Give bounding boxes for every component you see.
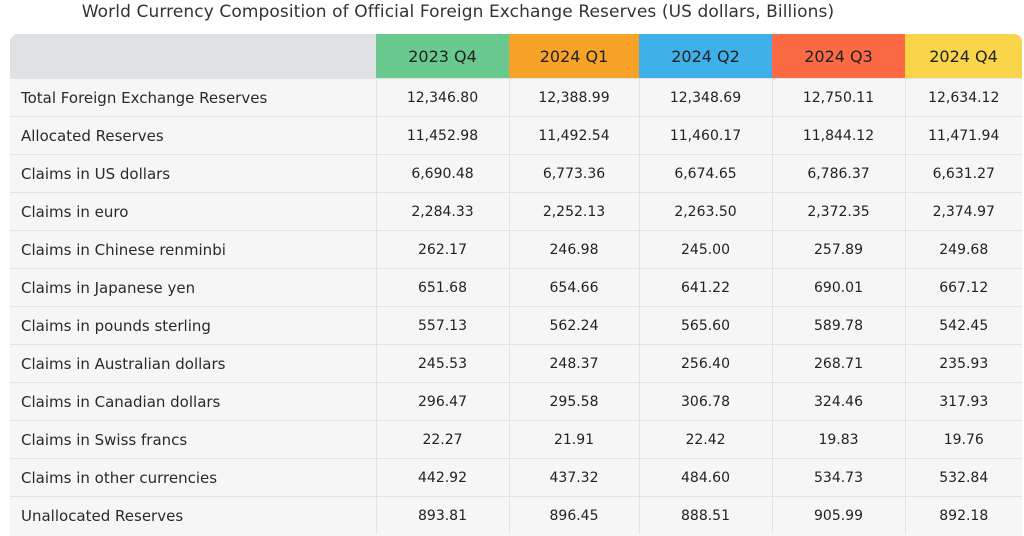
row-label: Claims in Japanese yen <box>10 268 376 307</box>
value-cell: 2,372.35 <box>771 192 905 231</box>
reserves-table-container: 2023 Q4 2024 Q1 2024 Q2 2024 Q3 2024 Q4 Tota… <box>10 34 1022 536</box>
value-cell: 565.60 <box>638 306 772 345</box>
value-cell: 257.89 <box>771 230 905 269</box>
value-cell: 2,374.97 <box>904 192 1022 231</box>
table-row: Claims in pounds sterling 557.13 562.24 565… <box>10 306 1022 345</box>
value-cell: 690.01 <box>771 268 905 307</box>
value-cell: 268.71 <box>771 344 905 383</box>
table-row: Claims in other currencies 442.92 437.32 48… <box>10 458 1022 497</box>
value-cell: 2,252.13 <box>508 192 639 231</box>
table-row: Unallocated Reserves 893.81 896.45 888.51 90… <box>10 496 1022 534</box>
value-cell: 22.27 <box>375 420 509 459</box>
value-cell: 6,631.27 <box>904 154 1022 193</box>
value-cell: 589.78 <box>771 306 905 345</box>
value-cell: 249.68 <box>904 230 1022 269</box>
value-cell: 235.93 <box>904 344 1022 383</box>
value-cell: 245.53 <box>375 344 509 383</box>
value-cell: 12,348.69 <box>638 78 772 117</box>
row-label: Claims in US dollars <box>10 154 376 193</box>
column-header-2023-q4: 2023 Q4 <box>376 34 509 79</box>
value-cell: 2,263.50 <box>638 192 772 231</box>
table-row: Claims in euro 2,284.33 2,252.13 2,263.50 2,… <box>10 192 1022 231</box>
value-cell: 892.18 <box>904 496 1022 534</box>
table-body: Total Foreign Exchange Reserves 12,346.80… <box>10 78 1022 534</box>
value-cell: 256.40 <box>638 344 772 383</box>
row-label: Claims in Chinese renminbi <box>10 230 376 269</box>
value-cell: 651.68 <box>375 268 509 307</box>
value-cell: 532.84 <box>904 458 1022 497</box>
value-cell: 557.13 <box>375 306 509 345</box>
value-cell: 667.12 <box>904 268 1022 307</box>
value-cell: 19.83 <box>771 420 905 459</box>
column-header-2024-q2: 2024 Q2 <box>639 34 772 79</box>
value-cell: 246.98 <box>508 230 639 269</box>
value-cell: 442.92 <box>375 458 509 497</box>
table-row: Total Foreign Exchange Reserves 12,346.80… <box>10 78 1022 117</box>
value-cell: 896.45 <box>508 496 639 534</box>
row-label: Unallocated Reserves <box>10 496 376 534</box>
value-cell: 2,284.33 <box>375 192 509 231</box>
row-label: Total Foreign Exchange Reserves <box>10 78 376 117</box>
value-cell: 6,786.37 <box>771 154 905 193</box>
column-header-2024-q3: 2024 Q3 <box>772 34 905 79</box>
value-cell: 22.42 <box>638 420 772 459</box>
row-label: Allocated Reserves <box>10 116 376 155</box>
row-label: Claims in Australian dollars <box>10 344 376 383</box>
value-cell: 888.51 <box>638 496 772 534</box>
value-cell: 12,750.11 <box>771 78 905 117</box>
value-cell: 11,844.12 <box>771 116 905 155</box>
value-cell: 11,460.17 <box>638 116 772 155</box>
value-cell: 12,634.12 <box>904 78 1022 117</box>
value-cell: 893.81 <box>375 496 509 534</box>
row-label: Claims in Canadian dollars <box>10 382 376 421</box>
value-cell: 295.58 <box>508 382 639 421</box>
value-cell: 905.99 <box>771 496 905 534</box>
table-row: Claims in Swiss francs 22.27 21.91 22.42 19.… <box>10 420 1022 459</box>
value-cell: 11,492.54 <box>508 116 639 155</box>
value-cell: 19.76 <box>904 420 1022 459</box>
value-cell: 542.45 <box>904 306 1022 345</box>
table-row: Claims in Australian dollars 245.53 248.37… <box>10 344 1022 383</box>
value-cell: 484.60 <box>638 458 772 497</box>
table-row: Allocated Reserves 11,452.98 11,492.54 11,4… <box>10 116 1022 155</box>
row-label: Claims in other currencies <box>10 458 376 497</box>
value-cell: 306.78 <box>638 382 772 421</box>
row-label: Claims in Swiss francs <box>10 420 376 459</box>
value-cell: 245.00 <box>638 230 772 269</box>
value-cell: 562.24 <box>508 306 639 345</box>
column-header-2024-q4: 2024 Q4 <box>905 34 1022 79</box>
value-cell: 6,690.48 <box>375 154 509 193</box>
value-cell: 437.32 <box>508 458 639 497</box>
column-header-2024-q1: 2024 Q1 <box>509 34 639 79</box>
header-blank-cell <box>10 34 376 79</box>
value-cell: 21.91 <box>508 420 639 459</box>
value-cell: 11,471.94 <box>904 116 1022 155</box>
table-row: Claims in Canadian dollars 296.47 295.58 30… <box>10 382 1022 421</box>
value-cell: 12,346.80 <box>375 78 509 117</box>
header-row: 2023 Q4 2024 Q1 2024 Q2 2024 Q3 2024 Q4 <box>10 34 1022 79</box>
value-cell: 324.46 <box>771 382 905 421</box>
row-label: Claims in euro <box>10 192 376 231</box>
value-cell: 12,388.99 <box>508 78 639 117</box>
table-row: Claims in US dollars 6,690.48 6,773.36 6,67… <box>10 154 1022 193</box>
value-cell: 654.66 <box>508 268 639 307</box>
table-row: Claims in Japanese yen 651.68 654.66 641.22… <box>10 268 1022 307</box>
row-label: Claims in pounds sterling <box>10 306 376 345</box>
chart-title: World Currency Composition of Official F… <box>81 2 835 22</box>
value-cell: 534.73 <box>771 458 905 497</box>
value-cell: 317.93 <box>904 382 1022 421</box>
value-cell: 248.37 <box>508 344 639 383</box>
reserves-table: 2023 Q4 2024 Q1 2024 Q2 2024 Q3 2024 Q4 Tota… <box>10 34 1022 534</box>
value-cell: 6,674.65 <box>638 154 772 193</box>
table-row: Claims in Chinese renminbi 262.17 246.98 24… <box>10 230 1022 269</box>
value-cell: 11,452.98 <box>375 116 509 155</box>
value-cell: 6,773.36 <box>508 154 639 193</box>
value-cell: 641.22 <box>638 268 772 307</box>
value-cell: 296.47 <box>375 382 509 421</box>
value-cell: 262.17 <box>375 230 509 269</box>
